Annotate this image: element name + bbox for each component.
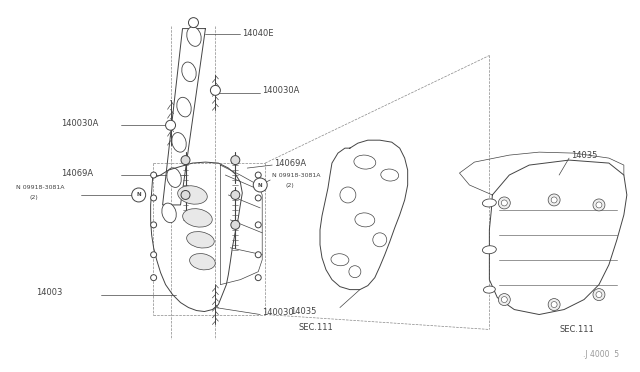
Ellipse shape [381,169,399,181]
Circle shape [231,220,240,229]
Circle shape [593,289,605,301]
Ellipse shape [354,155,376,169]
Text: 14040E: 14040E [243,29,274,38]
Ellipse shape [187,27,201,46]
Circle shape [181,155,190,164]
Ellipse shape [189,17,198,28]
Circle shape [373,233,387,247]
Text: 14035: 14035 [290,307,317,316]
Circle shape [150,222,157,228]
Circle shape [596,292,602,298]
Text: 140030A: 140030A [262,86,300,95]
Ellipse shape [182,209,212,227]
Circle shape [166,120,175,130]
Ellipse shape [483,246,497,254]
Circle shape [548,299,560,311]
Circle shape [593,199,605,211]
Ellipse shape [182,62,196,81]
Circle shape [181,190,190,199]
Circle shape [501,200,508,206]
Circle shape [499,294,510,305]
Circle shape [231,190,240,199]
Circle shape [349,266,361,278]
Circle shape [499,197,510,209]
Circle shape [150,252,157,258]
Circle shape [211,86,220,95]
Circle shape [255,275,261,280]
Circle shape [551,197,557,203]
Ellipse shape [355,213,375,227]
Text: 14003: 14003 [36,288,63,297]
Ellipse shape [178,186,207,204]
Ellipse shape [177,97,191,117]
Ellipse shape [162,203,176,223]
Text: N 09918-3081A: N 09918-3081A [16,186,65,190]
Circle shape [551,302,557,308]
Text: N: N [136,192,141,198]
Text: 140030: 140030 [262,308,294,317]
Text: 14069A: 14069A [274,158,307,167]
Circle shape [150,275,157,280]
Ellipse shape [172,132,186,152]
Circle shape [255,222,261,228]
Ellipse shape [331,254,349,266]
Text: .J 4000  5: .J 4000 5 [583,350,619,359]
Text: SEC.111: SEC.111 [298,323,333,332]
Ellipse shape [187,232,214,248]
Ellipse shape [189,254,215,270]
Circle shape [231,155,240,164]
Text: N 09918-3081A: N 09918-3081A [272,173,321,177]
Ellipse shape [483,199,497,207]
Circle shape [340,187,356,203]
Ellipse shape [483,286,495,293]
Circle shape [253,178,267,192]
Text: 140030A: 140030A [61,119,99,128]
Ellipse shape [167,168,181,187]
Circle shape [150,195,157,201]
Circle shape [255,252,261,258]
Circle shape [501,296,508,302]
Circle shape [255,172,261,178]
Text: 14035: 14035 [571,151,597,160]
Text: SEC.111: SEC.111 [559,325,594,334]
Circle shape [132,188,146,202]
Text: (2): (2) [285,183,294,187]
Text: (2): (2) [29,195,38,201]
Text: N: N [258,183,262,187]
Circle shape [596,202,602,208]
Circle shape [150,172,157,178]
Circle shape [255,195,261,201]
Circle shape [548,194,560,206]
Text: 14069A: 14069A [61,169,93,177]
